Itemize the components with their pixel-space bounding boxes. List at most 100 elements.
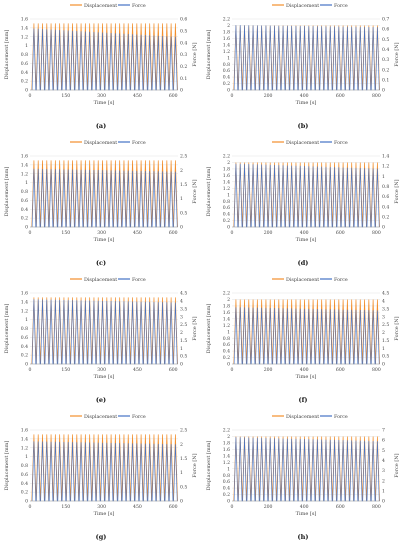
legend: Displacement Force bbox=[272, 414, 348, 420]
chart-panel: Displacement Force00.20.40.60.811.21.41.6… bbox=[4, 140, 198, 267]
x-tick-label: 200 bbox=[264, 367, 273, 373]
y-tick-label: 0.2 bbox=[223, 218, 230, 224]
y-tick-label: 1.2 bbox=[223, 49, 230, 55]
y2-tick-label: 1.5 bbox=[382, 338, 389, 344]
y-axis-title: Displacement [mm] bbox=[4, 304, 10, 354]
legend-label-displacement: Displacement bbox=[286, 277, 319, 283]
y-tick-label: 1.4 bbox=[223, 42, 230, 48]
y2-tick-label: 0.3 bbox=[382, 57, 389, 63]
y-tick-label: 0.4 bbox=[21, 70, 28, 76]
x-tick-label: 600 bbox=[336, 504, 345, 510]
y-tick-label: 0.4 bbox=[21, 344, 28, 350]
legend-label-displacement: Displacement bbox=[84, 140, 117, 146]
y2-tick-label: 2.5 bbox=[180, 428, 187, 434]
y2-axis-title: Force [N] bbox=[192, 179, 198, 203]
x-tick-label: 150 bbox=[61, 367, 70, 373]
y-tick-label: 0.2 bbox=[21, 79, 28, 85]
y2-tick-label: 0.5 bbox=[180, 484, 187, 490]
panel-label: (f) bbox=[299, 396, 308, 404]
x-tick-label: 400 bbox=[300, 504, 309, 510]
x-axis-title: Time [s] bbox=[94, 511, 115, 517]
y-tick-label: 1 bbox=[227, 192, 230, 198]
y2-tick-label: 2 bbox=[180, 442, 183, 448]
x-tick-label: 200 bbox=[264, 93, 273, 99]
y-tick-label: 1.2 bbox=[21, 171, 28, 177]
x-tick-label: 450 bbox=[133, 504, 142, 510]
y-tick-label: 0.8 bbox=[223, 62, 230, 68]
y-tick-label: 0 bbox=[25, 362, 28, 368]
x-tick-label: 600 bbox=[169, 230, 178, 236]
x-axis-title: Time [s] bbox=[296, 100, 317, 106]
y2-axis-title: Force [N] bbox=[394, 179, 400, 203]
y2-tick-label: 3.5 bbox=[180, 306, 187, 312]
y-tick-label: 0.2 bbox=[21, 490, 28, 496]
y2-tick-label: 5 bbox=[382, 448, 385, 454]
panel-label: (g) bbox=[96, 533, 107, 541]
y2-tick-label: 1.5 bbox=[180, 338, 187, 344]
panel-label: (c) bbox=[96, 259, 106, 267]
x-tick-label: 600 bbox=[169, 93, 178, 99]
y2-tick-label: 2 bbox=[382, 478, 385, 484]
y2-tick-label: 0.2 bbox=[382, 67, 389, 73]
x-tick-label: 450 bbox=[133, 93, 142, 99]
panel-label: (h) bbox=[298, 533, 309, 541]
y2-axis-title: Force [N] bbox=[394, 316, 400, 340]
y-tick-label: 0.8 bbox=[21, 52, 28, 58]
y-tick-label: 0.8 bbox=[223, 336, 230, 342]
y-tick-label: 1.6 bbox=[21, 428, 28, 434]
x-axis-title: Time [s] bbox=[296, 511, 317, 517]
legend-label-force: Force bbox=[132, 3, 146, 9]
y-tick-label: 2.2 bbox=[223, 154, 230, 160]
y2-tick-label: 0.1 bbox=[382, 77, 389, 83]
y-tick-label: 1.4 bbox=[21, 162, 28, 168]
y2-tick-label: 0.2 bbox=[382, 214, 389, 220]
y-tick-label: 1 bbox=[227, 466, 230, 472]
x-axis-title: Time [s] bbox=[94, 237, 115, 243]
x-tick-label: 400 bbox=[300, 230, 309, 236]
legend-label-displacement: Displacement bbox=[84, 277, 117, 283]
y2-tick-label: 4 bbox=[382, 458, 385, 464]
y-tick-label: 1 bbox=[25, 454, 28, 460]
y-tick-label: 0.2 bbox=[223, 492, 230, 498]
legend-label-displacement: Displacement bbox=[84, 3, 117, 9]
x-tick-label: 0 bbox=[231, 93, 234, 99]
x-axis-title: Time [s] bbox=[94, 100, 115, 106]
y-tick-label: 1.6 bbox=[21, 291, 28, 297]
y-tick-label: 0 bbox=[227, 88, 230, 94]
y-tick-label: 1.8 bbox=[223, 167, 230, 173]
y-tick-label: 0.6 bbox=[223, 68, 230, 74]
legend-label-force: Force bbox=[334, 414, 348, 420]
y-tick-label: 1.2 bbox=[223, 323, 230, 329]
y2-tick-label: 0.4 bbox=[382, 204, 389, 210]
y2-tick-label: 0.6 bbox=[180, 17, 187, 23]
x-tick-label: 200 bbox=[264, 230, 273, 236]
y2-tick-label: 2 bbox=[180, 330, 183, 336]
y-tick-label: 1.4 bbox=[223, 316, 230, 322]
y2-tick-label: 0.6 bbox=[382, 27, 389, 33]
x-tick-label: 300 bbox=[97, 367, 106, 373]
y-tick-label: 0.4 bbox=[223, 75, 230, 81]
y2-tick-label: 1.4 bbox=[382, 154, 389, 160]
x-tick-label: 450 bbox=[133, 230, 142, 236]
legend: Displacement Force bbox=[70, 414, 146, 420]
chart-panel: Displacement Force00.20.40.60.811.21.41.6… bbox=[4, 3, 198, 130]
y2-tick-label: 0 bbox=[180, 88, 183, 94]
legend-label-displacement: Displacement bbox=[286, 140, 319, 146]
legend-label-displacement: Displacement bbox=[286, 3, 319, 9]
x-tick-label: 600 bbox=[169, 504, 178, 510]
y-tick-label: 0.8 bbox=[21, 189, 28, 195]
y-tick-label: 2 bbox=[227, 23, 230, 29]
y-tick-label: 1.8 bbox=[223, 30, 230, 36]
x-tick-label: 600 bbox=[169, 367, 178, 373]
y2-tick-label: 0.4 bbox=[180, 40, 187, 46]
y-tick-label: 0.2 bbox=[21, 216, 28, 222]
y-axis-title: Displacement [mm] bbox=[206, 167, 212, 217]
chart-panel: Displacement Force00.20.40.60.811.21.41.6… bbox=[206, 140, 400, 267]
legend-label-force: Force bbox=[132, 140, 146, 146]
y2-tick-label: 0.1 bbox=[180, 76, 187, 82]
y-tick-label: 0.6 bbox=[21, 472, 28, 478]
x-axis-title: Time [s] bbox=[296, 237, 317, 243]
y2-tick-label: 0 bbox=[180, 499, 183, 505]
y2-tick-label: 0.6 bbox=[382, 194, 389, 200]
y-tick-label: 1 bbox=[227, 55, 230, 61]
